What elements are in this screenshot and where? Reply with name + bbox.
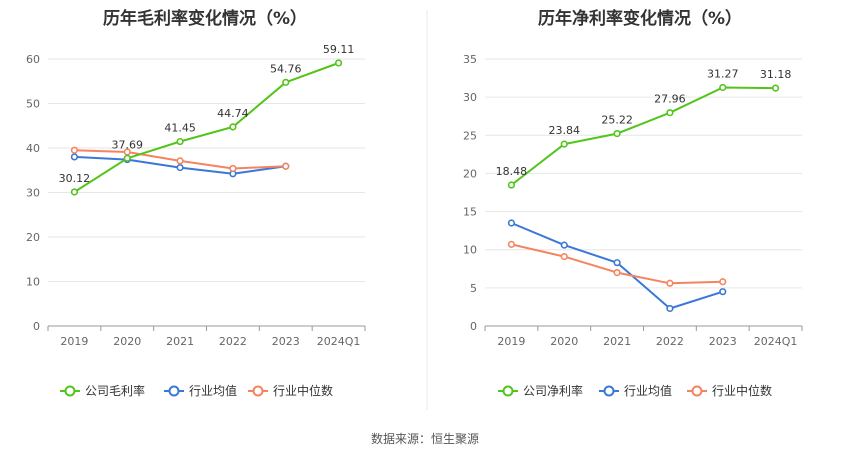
data-label: 31.18 xyxy=(760,68,792,81)
data-point xyxy=(176,137,184,146)
data-point xyxy=(334,59,343,67)
legend-marker xyxy=(168,385,180,397)
data-label: 31.27 xyxy=(707,67,739,80)
data-point xyxy=(666,304,674,313)
x-tick-label: 2020 xyxy=(550,335,578,348)
y-tick-label: 0 xyxy=(33,320,40,333)
source-note: 数据来源：恒生聚源 xyxy=(371,431,479,446)
y-tick-label: 0 xyxy=(470,320,477,333)
data-point xyxy=(560,140,568,148)
data-point xyxy=(176,157,184,165)
data-label: 41.45 xyxy=(164,122,196,135)
data-point xyxy=(176,163,184,172)
data-point xyxy=(70,188,79,196)
y-tick-label: 30 xyxy=(26,187,40,200)
y-tick-label: 15 xyxy=(463,206,477,219)
legend-label: 行业均值 xyxy=(624,383,672,398)
data-point xyxy=(282,78,290,86)
y-tick-label: 50 xyxy=(26,98,40,111)
series-line xyxy=(73,62,339,193)
data-label: 44.74 xyxy=(217,107,249,120)
legend-marker xyxy=(691,385,703,397)
data-point xyxy=(719,278,727,286)
data-point xyxy=(771,84,780,92)
data-point xyxy=(507,240,516,248)
data-point xyxy=(560,252,568,261)
data-label: 18.48 xyxy=(496,165,528,178)
data-point xyxy=(229,164,237,173)
data-label: 54.76 xyxy=(270,62,302,75)
x-tick-label: 2023 xyxy=(272,335,300,348)
legend-marker xyxy=(603,385,615,397)
data-point xyxy=(70,153,79,161)
data-label: 25.22 xyxy=(601,114,633,127)
legend-marker xyxy=(502,385,514,397)
net-margin-chart: 历年净利率变化情况（%） 0 5 10 15 20 25 30 35 2019 2020 2021 20… xyxy=(463,8,803,398)
data-point xyxy=(666,109,674,117)
x-tick-label: 2024Q1 xyxy=(317,335,361,348)
data-point xyxy=(613,259,621,267)
x-tick-label: 2021 xyxy=(603,335,631,348)
y-tick-label: 5 xyxy=(470,282,477,295)
legend-label: 行业中位数 xyxy=(273,383,333,398)
data-point xyxy=(229,123,237,131)
data-point xyxy=(507,219,516,227)
x-tick-label: 2019 xyxy=(497,335,525,348)
y-tick-label: 25 xyxy=(463,129,477,142)
data-point xyxy=(123,154,131,162)
y-tick-label: 10 xyxy=(26,276,40,289)
y-tick-label: 20 xyxy=(463,167,477,180)
legend-label: 公司毛利率 xyxy=(85,383,145,398)
y-tick-label: 35 xyxy=(463,53,477,66)
legend-marker xyxy=(252,385,264,397)
x-tick-label: 2023 xyxy=(709,335,737,348)
data-point xyxy=(613,269,621,277)
data-point xyxy=(719,288,727,296)
y-tick-label: 40 xyxy=(26,142,40,155)
x-tick-label: 2022 xyxy=(219,335,247,348)
data-point xyxy=(70,146,79,154)
y-tick-label: 10 xyxy=(463,244,477,257)
x-tick-label: 2020 xyxy=(113,335,141,348)
x-tick-label: 2021 xyxy=(166,335,194,348)
data-label: 30.12 xyxy=(59,172,91,185)
y-tick-label: 20 xyxy=(26,231,40,244)
y-tick-label: 30 xyxy=(463,91,477,104)
legend-label: 行业中位数 xyxy=(712,383,772,398)
data-point xyxy=(613,130,621,138)
chart-title: 历年毛利率变化情况（%） xyxy=(103,8,307,29)
data-point xyxy=(282,162,290,170)
x-tick-label: 2022 xyxy=(656,335,684,348)
data-label: 37.69 xyxy=(112,138,144,151)
gross-margin-chart: 历年毛利率变化情况（%） 0 10 20 30 40 50 60 2019 2020 2021 202… xyxy=(26,8,366,398)
data-point xyxy=(507,181,516,189)
x-tick-label: 2024Q1 xyxy=(754,335,798,348)
data-label: 59.11 xyxy=(323,43,355,56)
data-label: 23.84 xyxy=(549,124,581,137)
data-label: 27.96 xyxy=(654,93,686,106)
data-point xyxy=(560,241,568,249)
x-tick-label: 2019 xyxy=(60,335,88,348)
data-point xyxy=(719,83,727,92)
chart-title: 历年净利率变化情况（%） xyxy=(538,8,742,29)
data-point xyxy=(666,279,674,287)
legend-label: 公司净利率 xyxy=(523,383,583,398)
series-line xyxy=(510,86,776,186)
y-tick-label: 60 xyxy=(26,53,40,66)
legend-marker xyxy=(64,385,76,397)
legend-label: 行业均值 xyxy=(189,383,237,398)
